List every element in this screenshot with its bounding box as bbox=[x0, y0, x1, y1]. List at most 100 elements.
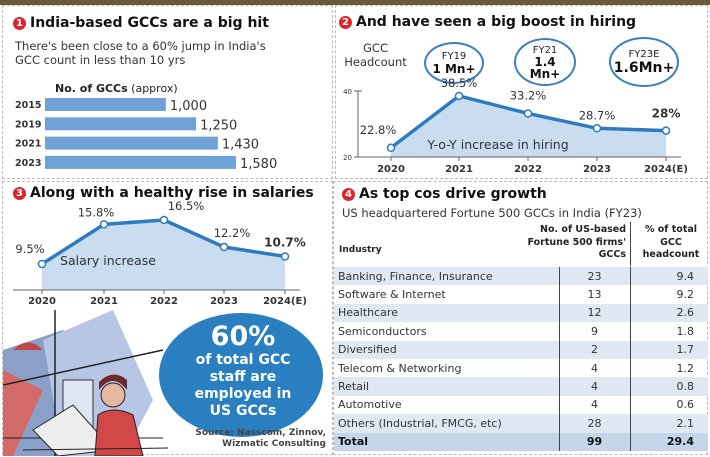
panel-hiring: 2 And have seen a big boost in hiring GCC… bbox=[335, 5, 708, 179]
table-total-row: Total 99 29.4 bbox=[334, 432, 708, 451]
col-header-count: No. of US-based Fortune 500 firms' GCCs bbox=[527, 224, 626, 260]
x-tick-label: 2020 bbox=[377, 164, 405, 175]
industry-cell: Semiconductors bbox=[338, 324, 427, 338]
count-cell: 23 bbox=[558, 267, 630, 286]
area-fill bbox=[42, 219, 285, 290]
data-label: 33.2% bbox=[510, 88, 547, 102]
badge-3: 3 bbox=[13, 186, 26, 200]
industry-cell: Healthcare bbox=[334, 303, 559, 323]
col-header-pct: % of total GCC headcount bbox=[642, 224, 700, 260]
hiring-line-chart: 22.8% 2020 38.5% 2021 33.2% 2022 28.7% 2023 28% 2… bbox=[343, 76, 688, 175]
count-cell: 4 bbox=[558, 395, 630, 415]
pct-cell: 1.8 bbox=[629, 322, 708, 341]
table-row: Telecom & Networking 4 1.2 bbox=[334, 358, 708, 378]
data-point bbox=[523, 109, 533, 118]
table-row: Retail 4 0.8 bbox=[334, 377, 708, 396]
area-fill bbox=[391, 95, 666, 157]
bar-category-label: 2015 bbox=[15, 100, 41, 111]
data-point bbox=[592, 124, 602, 133]
table-row: Diversified 2 1.7 bbox=[334, 340, 708, 359]
panel-gcc-count: 1 India-based GCCs are a big hit There's … bbox=[2, 5, 333, 179]
col-header-industry: Industry bbox=[339, 245, 382, 255]
value: 1.4 Mn+ bbox=[529, 54, 561, 81]
y-tick-label: 20 bbox=[343, 154, 352, 162]
industry-cell: Software & Internet bbox=[338, 288, 446, 302]
pct-cell: 1.2 bbox=[629, 358, 708, 378]
x-tick-label: 2024(E) bbox=[644, 164, 688, 175]
badge-1: 1 bbox=[13, 16, 26, 30]
gcc-bar-chart: 2015 1,000 2019 1,250 2021 1,430 2023 1,580 bbox=[15, 98, 277, 172]
count-cell: 99 bbox=[558, 432, 630, 451]
pct-cell: 2.1 bbox=[629, 414, 708, 433]
bar-value-label: 1,580 bbox=[240, 157, 277, 172]
bar-chart-label: No. of GCCs (approx) bbox=[55, 82, 178, 95]
table-row: Software & Internet 13 9.2 bbox=[334, 285, 708, 304]
office-worker-illustration bbox=[3, 310, 169, 456]
data-point bbox=[159, 215, 169, 225]
title-text: Along with a healthy rise in salaries bbox=[30, 185, 314, 201]
x-tick-label: 2021 bbox=[90, 296, 118, 307]
title-text: As top cos drive growth bbox=[359, 186, 547, 202]
bar-category-label: 2019 bbox=[15, 119, 41, 130]
title-text: And have seen a big boost in hiring bbox=[356, 14, 637, 30]
header-divider bbox=[630, 222, 631, 266]
data-point bbox=[386, 143, 396, 153]
pct-cell: 1.7 bbox=[629, 340, 708, 359]
industry-cell: Retail bbox=[334, 377, 559, 396]
bar-value-label: 1,430 bbox=[222, 138, 259, 153]
count-cell: 12 bbox=[558, 303, 630, 323]
source-note: Source: Nasscom, Zinnov, Wizmatic Consul… bbox=[195, 428, 326, 449]
year: FY23E bbox=[628, 48, 660, 60]
value: 1.6Mn+ bbox=[613, 59, 675, 76]
table-row: Banking, Finance, Insurance 23 9.4 bbox=[334, 267, 708, 286]
bar bbox=[45, 136, 218, 150]
bar bbox=[45, 98, 166, 111]
x-tick-label: 2023 bbox=[583, 164, 611, 175]
panel1-subtitle: There's been close to a 60% jump in Indi… bbox=[15, 39, 266, 67]
data-label: 28% bbox=[652, 107, 681, 121]
data-point bbox=[280, 252, 290, 261]
label-bold: No. of GCCs bbox=[55, 82, 128, 95]
pct-cell: 29.4 bbox=[629, 432, 708, 451]
industry-cell: Total bbox=[334, 432, 559, 451]
table-row: Healthcare 12 2.6 bbox=[334, 303, 708, 323]
pct-cell: 0.6 bbox=[629, 395, 708, 415]
bar-category-label: 2021 bbox=[15, 139, 41, 150]
count-cell: 4 bbox=[558, 377, 630, 396]
count-cell: 9 bbox=[558, 322, 630, 341]
headcount-fy19: FY19 1 Mn+ bbox=[424, 42, 484, 84]
count-cell: 13 bbox=[558, 285, 630, 304]
panel4-subtitle: US headquartered Fortune 500 GCCs in Ind… bbox=[342, 206, 642, 220]
x-tick-label: 2022 bbox=[514, 164, 542, 175]
pct-cell: 9.4 bbox=[629, 267, 708, 286]
industry-cell: Others (Industrial, FMCG, etc) bbox=[334, 414, 559, 433]
year: FY19 bbox=[441, 50, 467, 62]
bar bbox=[45, 117, 197, 131]
year: FY21 bbox=[532, 44, 558, 56]
top-strip bbox=[0, 0, 710, 5]
headcount-fy23e: FY23E 1.6Mn+ bbox=[609, 37, 679, 87]
data-point bbox=[661, 126, 671, 135]
panel-salaries: 3 Along with a healthy rise in salaries 9… bbox=[2, 181, 333, 456]
chart-title: Salary increase bbox=[60, 253, 156, 268]
data-label: 10.7% bbox=[264, 235, 306, 249]
salary-line-chart: 9.5% 2020 15.8% 2021 16.5% 2022 12.2% 2023 10.7%… bbox=[13, 199, 307, 307]
x-tick-label: 2021 bbox=[445, 164, 473, 175]
data-label: 16.5% bbox=[168, 199, 205, 213]
table-row: Automotive 4 0.6 bbox=[334, 395, 708, 415]
value: 1 Mn+ bbox=[432, 61, 476, 76]
headcount-fy21: FY21 1.4 Mn+ bbox=[514, 38, 576, 86]
industry-cell: Diversified bbox=[334, 340, 559, 359]
data-point bbox=[37, 259, 47, 269]
badge-4: 4 bbox=[342, 187, 355, 201]
x-tick-label: 2023 bbox=[210, 296, 238, 307]
pct-cell: 2.6 bbox=[629, 303, 708, 323]
x-tick-label: 2024(E) bbox=[263, 296, 307, 307]
industry-cell: Automotive bbox=[338, 398, 402, 412]
count-cell: 4 bbox=[558, 358, 630, 378]
data-point bbox=[219, 242, 229, 252]
data-label: 22.8% bbox=[360, 123, 397, 137]
x-tick-label: 2022 bbox=[150, 296, 178, 307]
panel1-title: 1 India-based GCCs are a big hit bbox=[13, 15, 269, 31]
panel2-title: 2 And have seen a big boost in hiring bbox=[339, 14, 636, 30]
